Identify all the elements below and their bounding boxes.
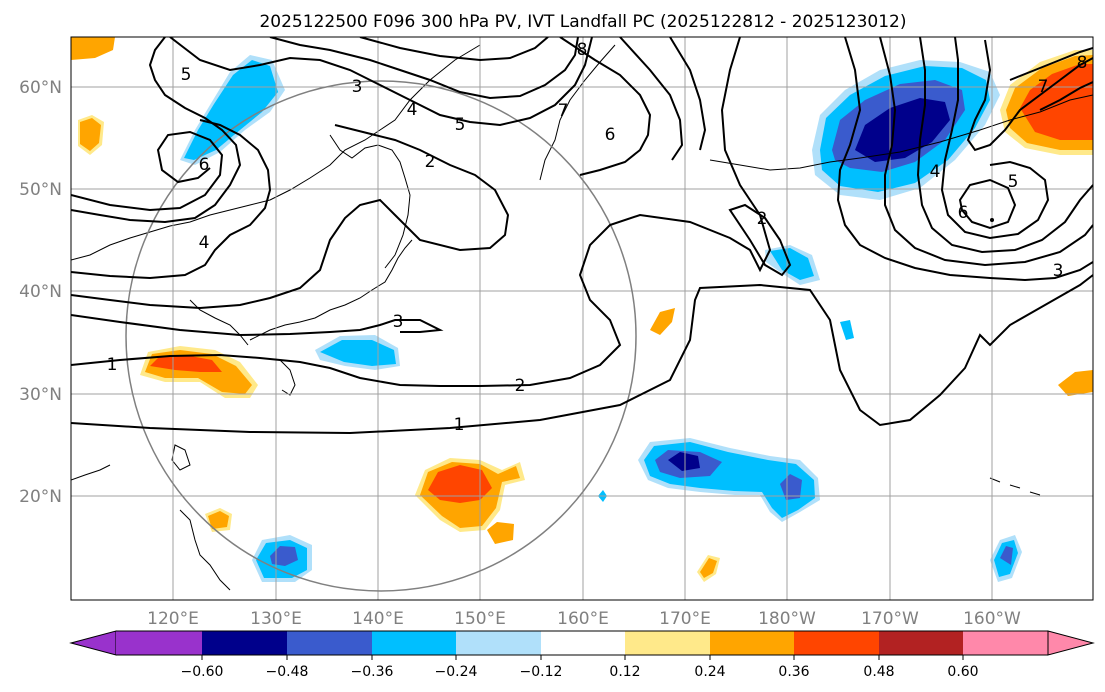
colorbar-tick-label: 0.12 xyxy=(609,664,640,680)
colorbar-segment xyxy=(116,631,202,655)
contour-label: 5 xyxy=(455,115,466,135)
colorbar-over-extension xyxy=(1047,630,1095,656)
lat-label: 60°N xyxy=(19,78,62,98)
map-frame xyxy=(70,36,1094,601)
contour-label: 3 xyxy=(393,312,404,332)
negative-anomaly-area xyxy=(855,98,950,162)
negative-anomaly-area xyxy=(840,320,854,340)
contour-label: 3 xyxy=(1053,261,1064,281)
colorbar-segment xyxy=(794,631,879,655)
positive-anomaly-area xyxy=(150,355,222,372)
colorbar-segment xyxy=(625,631,710,655)
colorbar: −0.60 −0.48 −0.36 −0.24 −0.12 0.12 0.24 … xyxy=(69,630,1095,680)
map-panel: 1 1 2 2 2 3 3 3 4 4 4 5 5 5 6 6 6 7 7 8 … xyxy=(71,37,1093,600)
contour-labels: 1 1 2 2 2 3 3 3 4 4 4 5 5 5 6 6 6 7 7 8 … xyxy=(107,40,1088,435)
positive-anomaly-area xyxy=(71,37,115,60)
lat-label: 50°N xyxy=(19,180,62,200)
lat-label: 30°N xyxy=(19,385,62,405)
contour-label: 8 xyxy=(577,40,588,60)
lon-label: 160°W xyxy=(963,609,1021,629)
contour-label: 6 xyxy=(958,203,969,223)
colorbar-tick-label: −0.48 xyxy=(266,664,309,680)
colorbar-tick-label: −0.24 xyxy=(435,664,478,680)
positive-anomaly-area xyxy=(428,465,492,503)
colorbar-segment xyxy=(202,631,287,655)
negative-anomaly-area xyxy=(270,546,298,566)
colorbar-tick-label: 0.24 xyxy=(694,664,725,680)
contour-label: 7 xyxy=(1038,77,1049,97)
lon-label: 120°E xyxy=(147,609,199,629)
colorbar-segment xyxy=(541,631,625,655)
contour-label: 5 xyxy=(1008,172,1019,192)
colorbar-segment xyxy=(456,631,541,655)
colorbar-segment xyxy=(287,631,372,655)
figure-title: 2025122500 F096 300 hPa PV, IVT Landfall… xyxy=(259,12,906,32)
lon-label: 170°E xyxy=(659,609,711,629)
lon-label: 140°E xyxy=(352,609,404,629)
contour-label: 2 xyxy=(425,152,436,172)
colorbar-tick-label: 0.48 xyxy=(863,664,894,680)
negative-anomaly-area xyxy=(668,452,700,471)
contour-label: 4 xyxy=(199,233,210,253)
negative-anomaly-area xyxy=(1000,546,1013,565)
contour-label: 5 xyxy=(181,65,192,85)
colorbar-tick-label: −0.36 xyxy=(351,664,394,680)
colorbar-tick-label: 0.36 xyxy=(778,664,809,680)
lon-label: 170°W xyxy=(861,609,919,629)
colorbar-segment xyxy=(372,631,456,655)
lon-label: 180°W xyxy=(758,609,816,629)
lon-label: 150°E xyxy=(454,609,506,629)
contour-label: 2 xyxy=(515,376,526,396)
latitude-labels: 60°N 50°N 40°N 30°N 20°N xyxy=(19,78,62,507)
colorbar-under-extension xyxy=(69,630,117,656)
contour-label: 4 xyxy=(930,162,941,182)
contour-label: 6 xyxy=(199,155,210,175)
colorbar-segment xyxy=(963,631,1048,655)
pv-contours xyxy=(71,37,1093,435)
contour-label: 8 xyxy=(1077,53,1088,73)
lat-label: 40°N xyxy=(19,282,62,302)
positive-anomaly-area xyxy=(1058,370,1093,396)
colorbar-tick-label: −0.60 xyxy=(181,664,224,680)
lon-label: 130°E xyxy=(250,609,302,629)
positive-anomaly-area xyxy=(487,522,514,544)
positive-anomaly-area xyxy=(80,118,101,151)
contour-label: 2 xyxy=(757,209,768,229)
contour-label: 1 xyxy=(454,415,465,435)
graticule xyxy=(71,37,1093,600)
negative-anomaly-area xyxy=(770,248,814,280)
longitude-labels: 120°E 130°E 140°E 150°E 160°E 170°E 180°… xyxy=(147,609,1021,629)
colorbar-segment xyxy=(879,631,963,655)
colorbar-tick-label: 0.60 xyxy=(947,664,978,680)
colorbar-tick-label: −0.12 xyxy=(520,664,563,680)
negative-anomaly-area xyxy=(320,340,396,366)
contour-label: 4 xyxy=(407,100,418,120)
negative-anomaly-area xyxy=(780,474,802,500)
colorbar-segment xyxy=(710,631,794,655)
positive-anomaly-area xyxy=(208,511,229,529)
landfall-region-circle xyxy=(125,80,637,592)
positive-anomaly-area xyxy=(700,558,717,578)
contour-label: 1 xyxy=(107,355,118,375)
contour-label: 6 xyxy=(605,125,616,145)
positive-anomaly-area xyxy=(650,308,675,335)
contour-label: 3 xyxy=(352,77,363,97)
contour-label: 7 xyxy=(558,101,569,121)
lat-label: 20°N xyxy=(19,487,62,507)
negative-anomaly-area xyxy=(184,60,278,160)
lon-label: 160°E xyxy=(557,609,609,629)
